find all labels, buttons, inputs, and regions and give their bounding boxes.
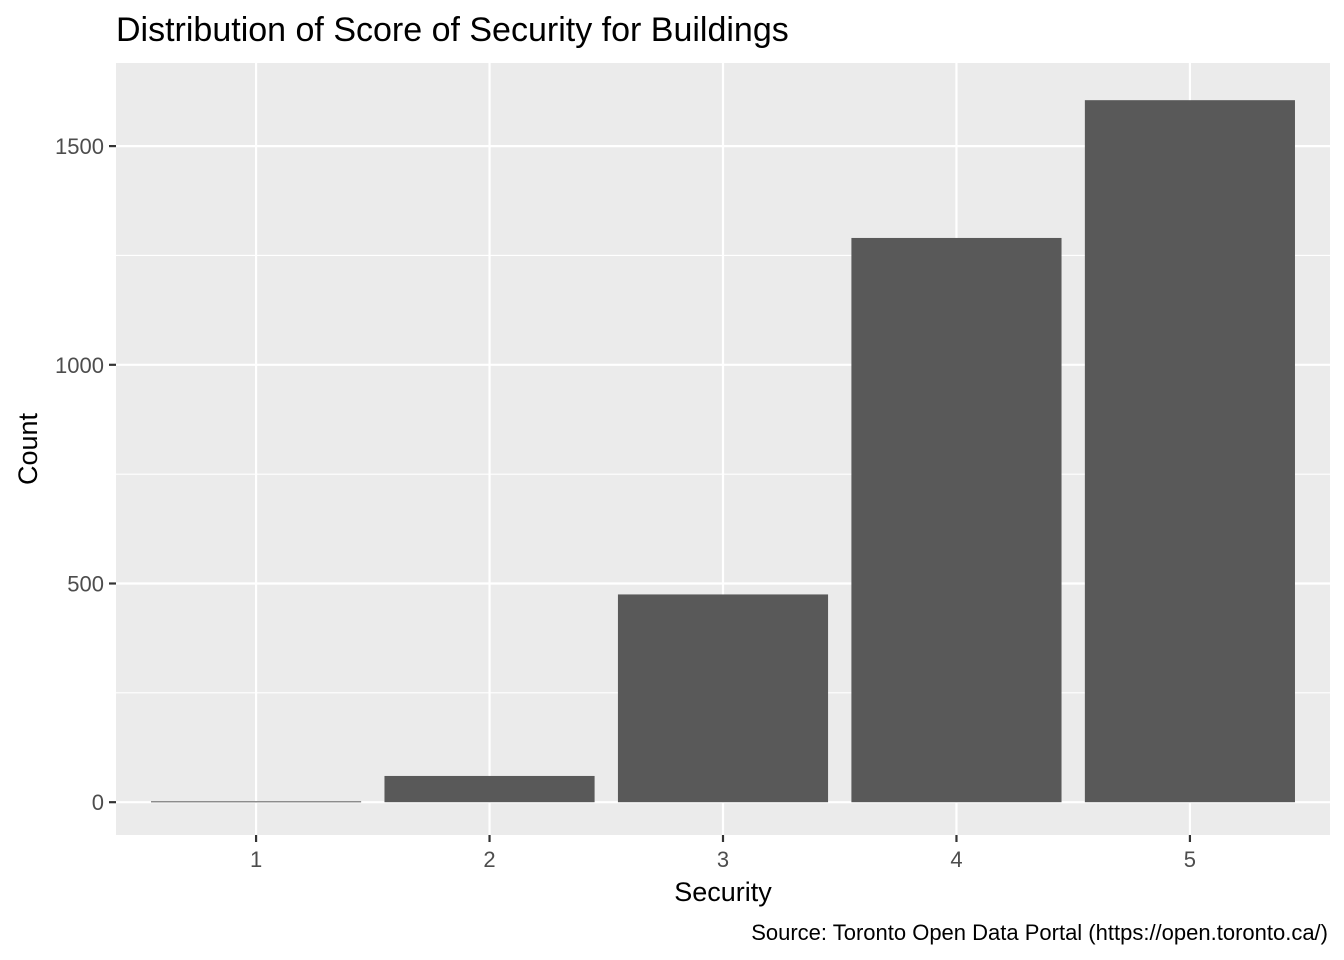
x-axis-title: Security xyxy=(674,877,772,907)
bar-4 xyxy=(851,237,1062,803)
x-tick-label: 5 xyxy=(1184,847,1196,872)
y-tick-label: 1500 xyxy=(55,134,104,159)
bar-2 xyxy=(384,775,595,803)
x-tick-label: 2 xyxy=(483,847,495,872)
source-caption: Source: Toronto Open Data Portal (https:… xyxy=(751,920,1328,945)
y-axis: 0 500 1000 1500 xyxy=(55,134,116,815)
y-tick-label: 1000 xyxy=(55,353,104,378)
bar-1 xyxy=(151,801,362,803)
x-tick-label: 3 xyxy=(717,847,729,872)
x-tick-label: 1 xyxy=(250,847,262,872)
y-tick-label: 500 xyxy=(67,571,104,596)
y-axis-title: Count xyxy=(13,412,43,485)
bar-5 xyxy=(1084,100,1295,803)
bar-3 xyxy=(617,594,829,803)
bars xyxy=(151,100,1295,803)
y-tick-label: 0 xyxy=(92,790,104,815)
x-tick-label: 4 xyxy=(950,847,962,872)
x-axis: 1 2 3 4 5 xyxy=(250,835,1196,872)
chart-title: Distribution of Score of Security for Bu… xyxy=(116,11,789,49)
